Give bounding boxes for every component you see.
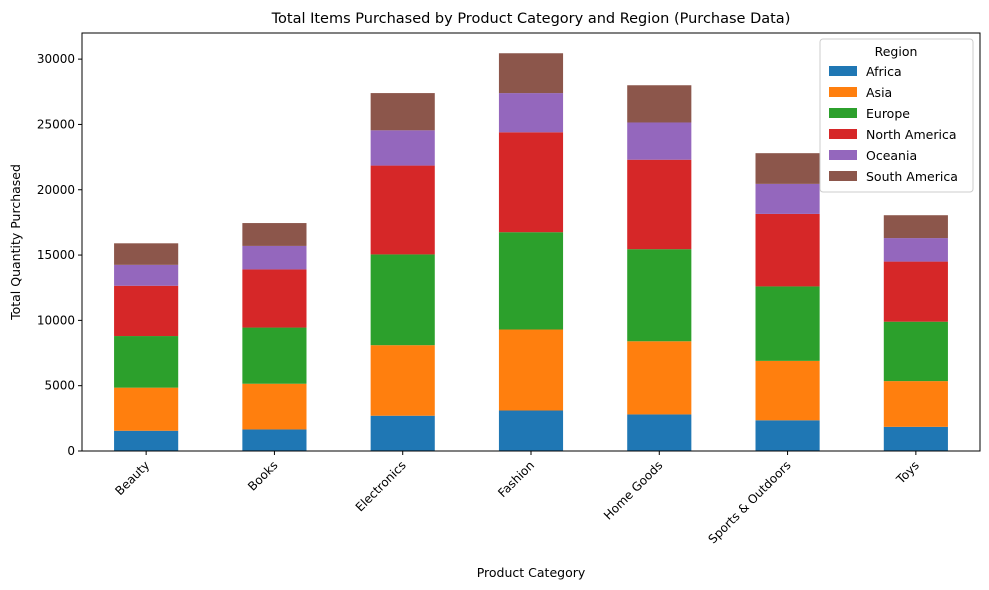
bar-africa — [370, 415, 435, 451]
legend-label-oceania: Oceania — [866, 148, 917, 163]
y-tick-label: 5000 — [44, 379, 75, 393]
bar-south-america — [498, 53, 564, 94]
legend-label-north-america: North America — [866, 127, 957, 142]
y-tick-label: 0 — [67, 444, 75, 458]
bar-oceania — [883, 238, 948, 262]
bar-asia — [498, 329, 564, 411]
bar-europe — [755, 286, 820, 361]
bar-europe — [498, 232, 564, 330]
bar-south-america — [755, 153, 820, 184]
bar-north-america — [114, 285, 179, 337]
bar-north-america — [242, 269, 307, 328]
legend-label-south-america: South America — [866, 169, 958, 184]
bar-europe — [114, 336, 179, 388]
legend-swatch-asia — [829, 87, 857, 97]
bar-europe — [242, 327, 307, 384]
y-tick-label: 20000 — [37, 183, 75, 197]
bar-europe — [883, 321, 948, 382]
bar-africa — [498, 410, 564, 451]
legend-swatch-africa — [829, 66, 857, 76]
legend-swatch-europe — [829, 108, 857, 118]
legend-frame — [819, 38, 974, 193]
bar-south-america — [242, 223, 307, 246]
bar-africa — [883, 426, 948, 451]
bar-asia — [627, 341, 692, 415]
chart-title: Total Items Purchased by Product Categor… — [271, 11, 791, 27]
x-axis-label: Product Category — [477, 565, 586, 580]
bar-africa — [114, 430, 179, 451]
bar-africa — [242, 429, 307, 451]
bar-north-america — [498, 132, 564, 233]
legend-swatch-oceania — [829, 150, 857, 160]
bar-africa — [627, 414, 692, 451]
bar-africa — [755, 420, 820, 451]
bar-oceania — [242, 245, 307, 270]
bar-oceania — [627, 122, 692, 160]
legend-label-europe: Europe — [866, 106, 910, 121]
legend-label-africa: Africa — [866, 64, 902, 79]
bar-asia — [370, 345, 435, 416]
legend-swatch-north-america — [829, 129, 857, 139]
bar-europe — [627, 249, 692, 342]
bar-north-america — [370, 165, 435, 255]
y-tick-label: 30000 — [37, 52, 75, 66]
legend: Region Africa Asia Europe North America Ocea… — [819, 38, 974, 193]
bar-asia — [883, 381, 948, 427]
y-tick-label: 15000 — [37, 248, 75, 262]
bar-asia — [242, 383, 307, 430]
y-axis-label: Total Quantity Purchased — [8, 164, 23, 321]
legend-label-asia: Asia — [866, 85, 892, 100]
legend-title: Region — [875, 44, 918, 59]
bar-south-america — [114, 243, 179, 265]
bar-north-america — [755, 213, 820, 287]
bar-south-america — [370, 93, 435, 131]
bar-south-america — [883, 215, 948, 239]
bar-oceania — [370, 130, 435, 166]
bar-north-america — [883, 261, 948, 322]
legend-swatch-south-america — [829, 171, 857, 181]
bars-layer — [114, 53, 948, 451]
y-tick-label: 25000 — [37, 117, 75, 131]
bar-europe — [370, 254, 435, 346]
bar-oceania — [755, 183, 820, 214]
y-tick-label: 10000 — [37, 313, 75, 327]
bar-north-america — [627, 159, 692, 250]
bar-oceania — [498, 93, 564, 133]
bar-south-america — [627, 85, 692, 123]
bar-asia — [755, 360, 820, 421]
bar-oceania — [114, 264, 179, 286]
bar-asia — [114, 387, 179, 431]
